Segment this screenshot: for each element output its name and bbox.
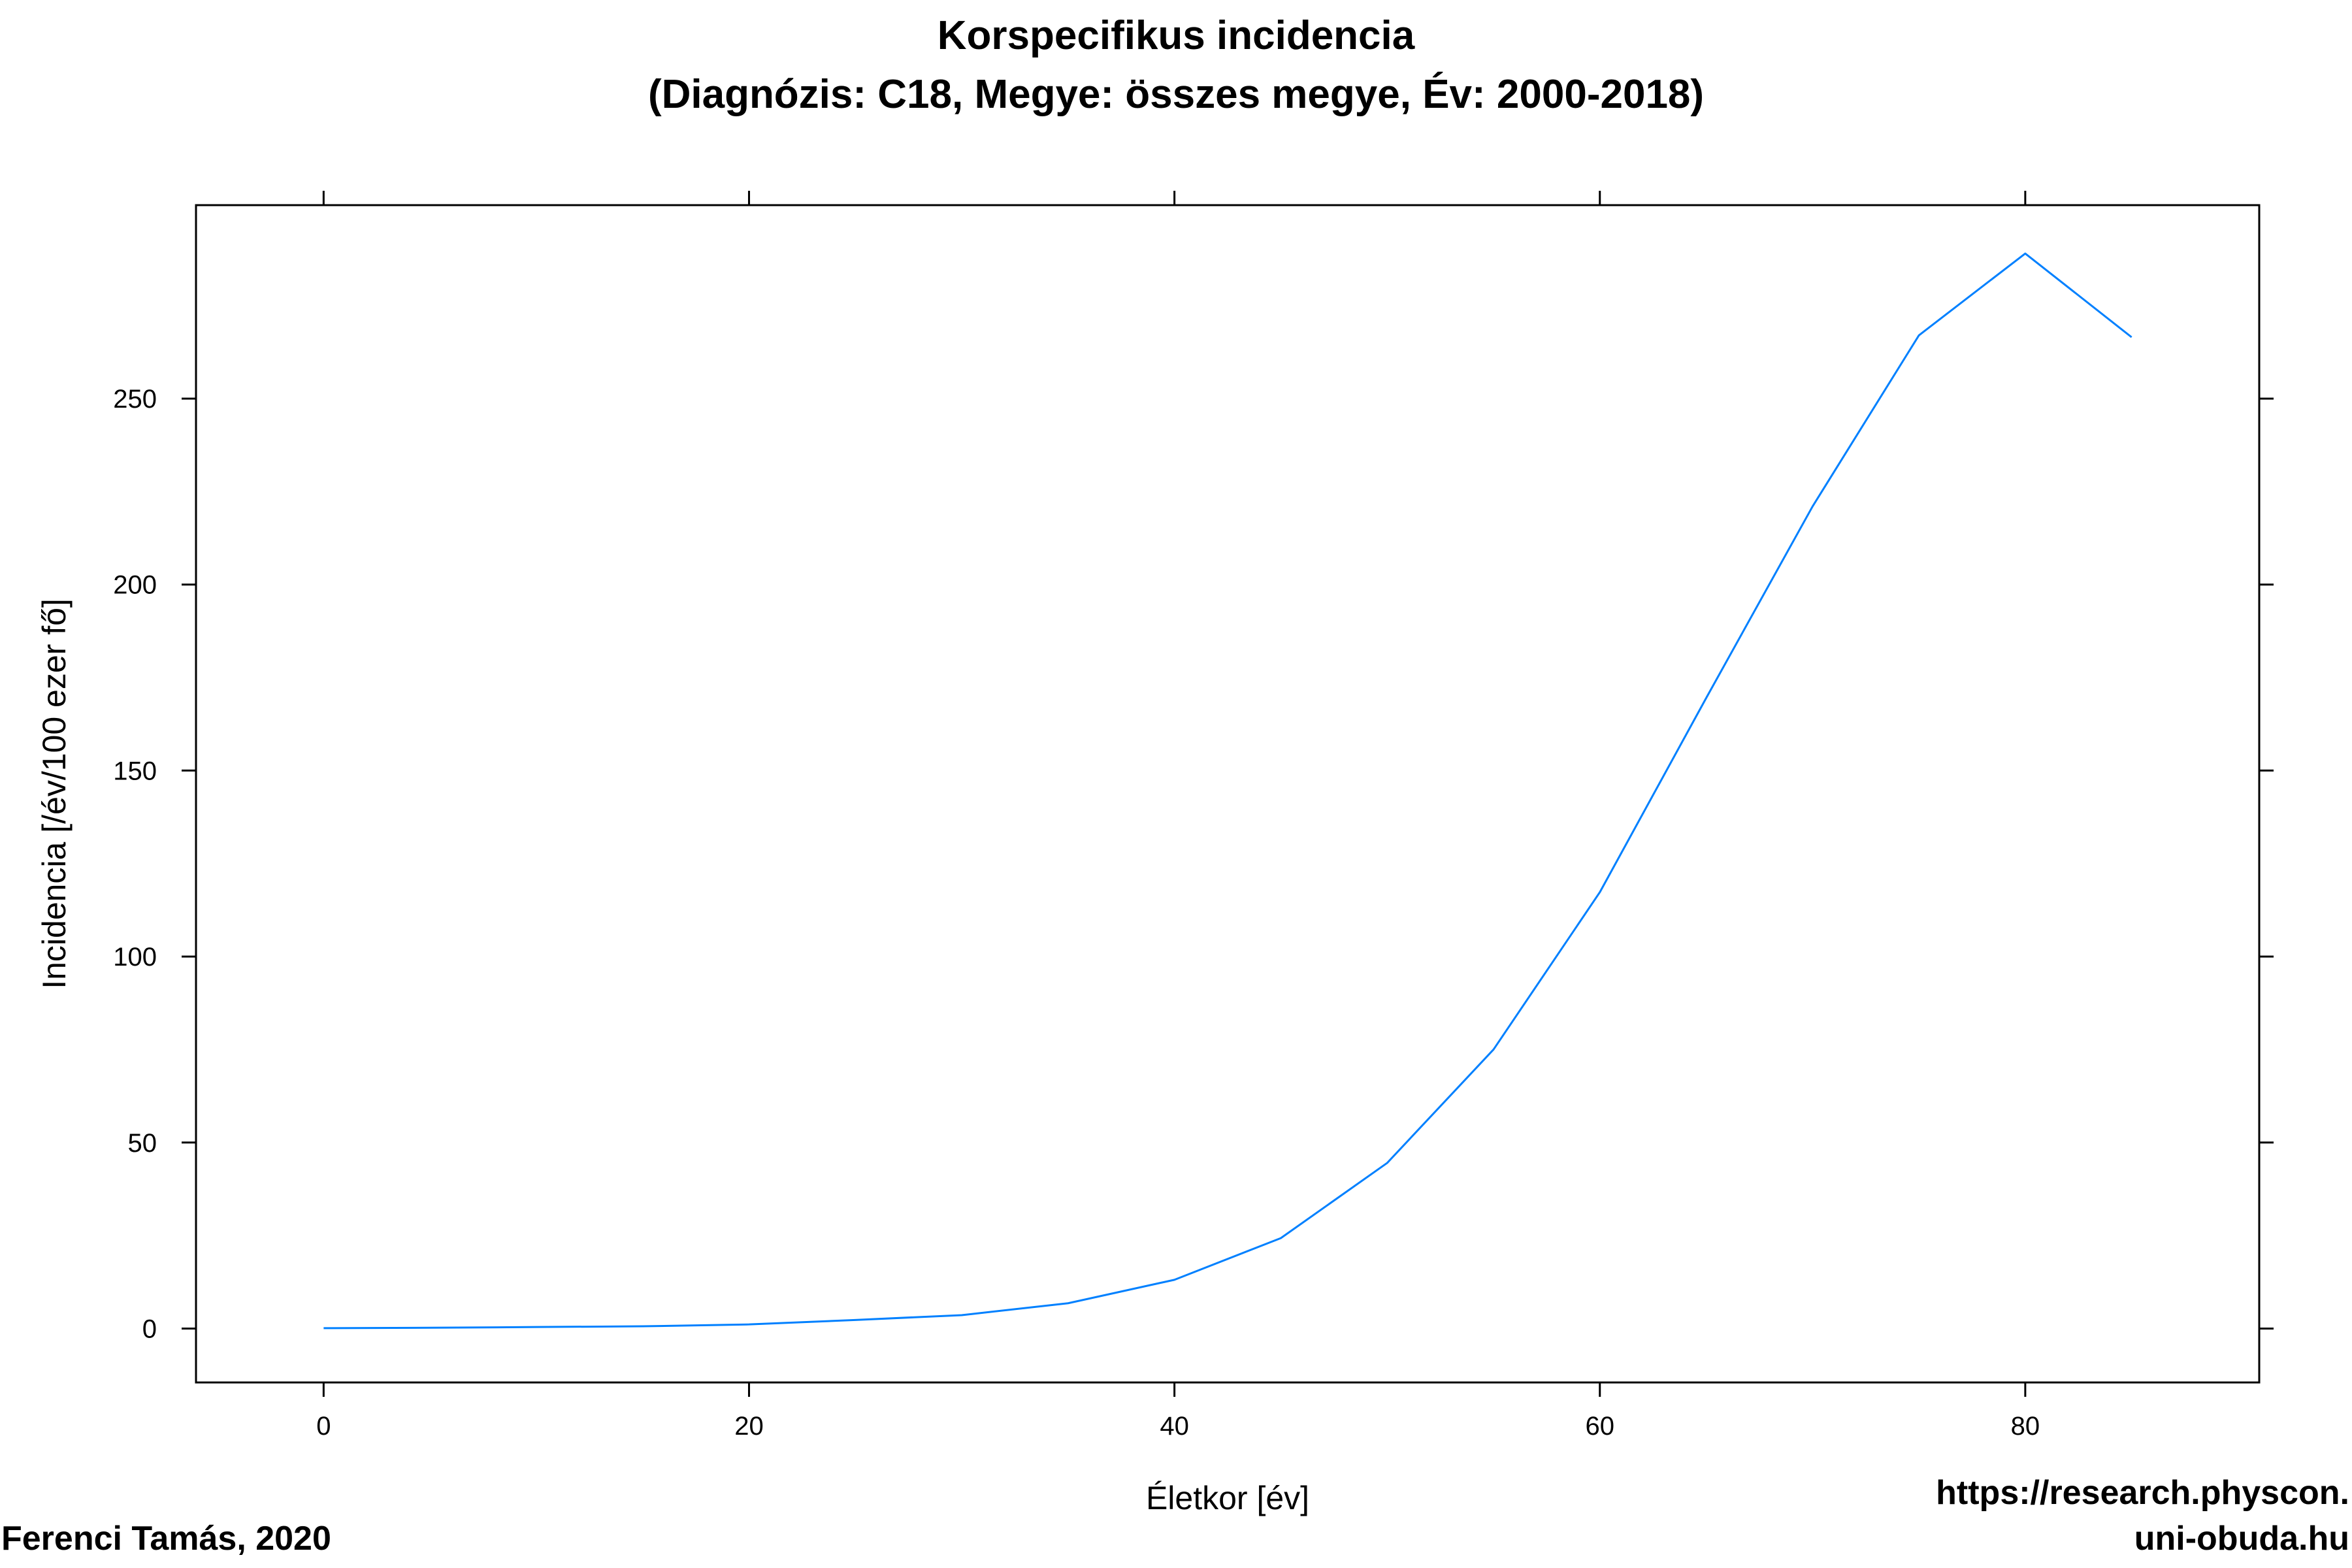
chart-title-line-1: Korspecifikus incidencia (938, 13, 1415, 58)
y-tick-label: 100 (113, 943, 157, 972)
source-url-line-1: https://research.physcon. (1936, 1474, 2349, 1512)
y-tick-label: 200 (113, 571, 157, 600)
y-tick-label: 250 (113, 385, 157, 414)
y-tick-labels: 0 50 100 150 200 250 (113, 385, 157, 1343)
author-credit: Ferenci Tamás, 2020 (1, 1520, 331, 1558)
x-tick-label: 20 (734, 1412, 764, 1441)
y-axis-label: Incidencia [/év/100 ezer fő] (36, 598, 73, 989)
y-tick-label: 0 (142, 1315, 157, 1343)
x-axis-label: Életkor [év] (1146, 1480, 1309, 1516)
series-layer (323, 252, 2132, 1330)
y-tick-label: 150 (113, 757, 157, 785)
source-url-line-2: uni-obuda.hu (2134, 1520, 2349, 1558)
y-tick-label: 50 (128, 1129, 157, 1158)
x-tick-label: 60 (1585, 1412, 1614, 1441)
axis-ticks (182, 191, 2274, 1397)
plot-frame (195, 204, 2261, 1384)
x-tick-label: 80 (2011, 1412, 2040, 1441)
series-line (323, 252, 2132, 1330)
x-tick-labels: 0 20 40 60 80 (316, 1412, 2040, 1441)
x-tick-label: 40 (1160, 1412, 1189, 1441)
chart-title-line-2: (Diagnózis: C18, Megye: összes megye, Év… (648, 72, 1704, 117)
x-tick-label: 0 (316, 1412, 331, 1441)
